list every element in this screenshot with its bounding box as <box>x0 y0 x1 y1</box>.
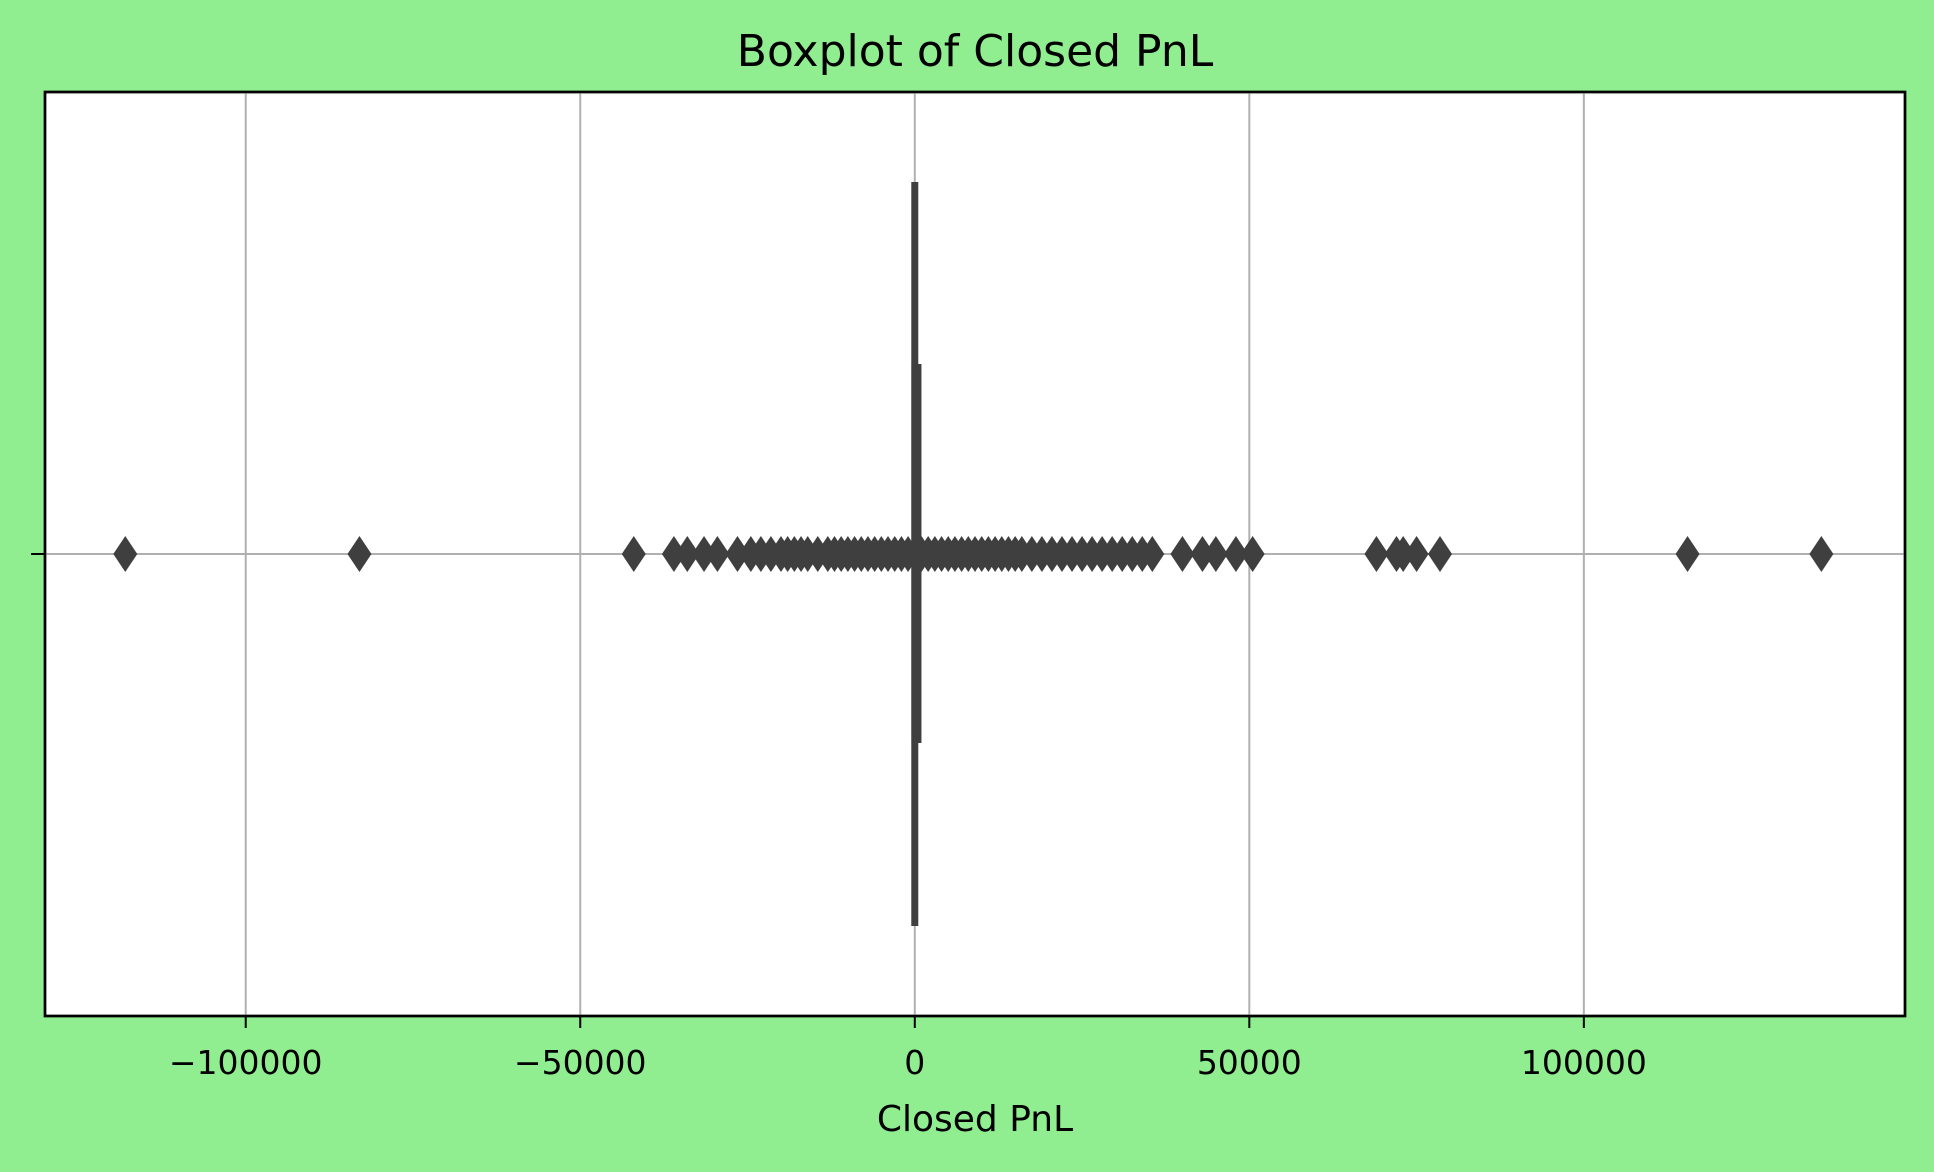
x-tick-label: 0 <box>904 1043 925 1082</box>
x-tick-label: 100000 <box>1521 1043 1647 1082</box>
x-tick-label: −100000 <box>169 1043 323 1082</box>
outlier-point <box>661 536 686 572</box>
outlier-point <box>1140 536 1165 572</box>
outlier-point <box>1190 536 1215 572</box>
outlier-point <box>1809 536 1834 572</box>
outlier-point <box>1240 536 1265 572</box>
outlier-point <box>1364 536 1389 572</box>
outlier-point <box>1404 536 1429 572</box>
outlier-point <box>725 536 750 572</box>
outlier-point <box>1223 536 1248 572</box>
chart-title: Boxplot of Closed PnL <box>737 26 1214 77</box>
x-axis-ticks: −100000 −50000 0 50000 100000 <box>169 1016 1647 1082</box>
outlier-point <box>896 536 921 572</box>
outlier-point <box>705 536 730 572</box>
outlier-point <box>1170 536 1195 572</box>
outlier-point <box>621 536 646 572</box>
outlier-point <box>1675 536 1700 572</box>
outlier-point <box>1428 536 1452 572</box>
outlier-point <box>347 536 372 572</box>
x-tick-label: −50000 <box>514 1043 647 1082</box>
x-axis-label: Closed PnL <box>877 1099 1073 1140</box>
outlier-point <box>1203 536 1228 572</box>
x-tick-label: 50000 <box>1197 1043 1302 1082</box>
outlier-point <box>1391 536 1416 572</box>
outlier-point <box>113 536 138 572</box>
outlier-points <box>113 536 1834 572</box>
outlier-point <box>675 536 700 572</box>
outlier-point <box>692 536 717 572</box>
